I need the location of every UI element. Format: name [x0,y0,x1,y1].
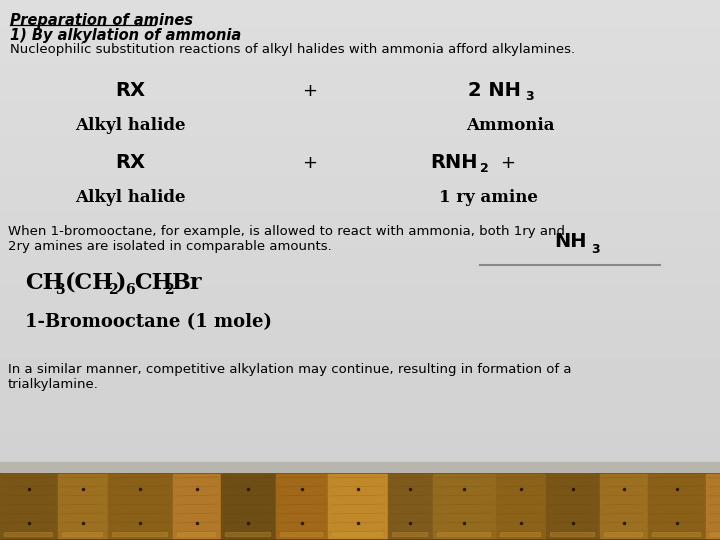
Text: trialkylamine.: trialkylamine. [8,378,99,391]
Bar [546,474,599,538]
Text: 2: 2 [108,283,117,297]
Bar [392,532,427,536]
Text: +: + [302,154,318,172]
Text: Alkyl halide: Alkyl halide [75,189,185,206]
Bar [496,474,545,538]
Text: Preparation of amines: Preparation of amines [10,13,193,28]
Text: 1 ry amine: 1 ry amine [438,189,537,206]
Text: 1-Bromooctane (1 mole): 1-Bromooctane (1 mole) [25,313,272,331]
Text: Br: Br [172,272,202,294]
Bar [280,532,322,536]
Text: 2: 2 [480,161,489,174]
Bar [600,474,647,538]
Bar [648,474,705,538]
Bar [112,532,167,536]
Text: NH: NH [554,232,586,251]
Bar [652,532,700,536]
Bar [4,532,52,536]
Bar [0,472,720,540]
Text: Ammonia: Ammonia [466,117,554,134]
Bar [173,474,220,538]
Text: RX: RX [115,153,145,172]
Text: 2 NH: 2 NH [468,82,521,100]
Text: In a similar manner, competitive alkylation may continue, resulting in formation: In a similar manner, competitive alkylat… [8,363,572,376]
Bar [108,474,172,538]
Text: ): ) [116,272,127,294]
Bar [500,532,540,536]
Text: 3: 3 [591,243,600,256]
Bar [706,474,720,538]
Text: (CH: (CH [65,272,114,294]
Bar [221,474,275,538]
Text: 2ry amines are isolated in comparable amounts.: 2ry amines are isolated in comparable am… [8,240,332,253]
Bar [276,474,327,538]
Text: CH: CH [25,272,63,294]
Text: CH: CH [134,272,173,294]
Text: +: + [500,154,515,172]
Bar [225,532,270,536]
Text: RNH: RNH [430,153,477,172]
Bar [604,532,642,536]
Text: +: + [302,82,318,100]
Bar [437,532,490,536]
Text: When 1-bromooctane, for example, is allowed to react with ammonia, both 1ry and: When 1-bromooctane, for example, is allo… [8,225,565,238]
Text: 6: 6 [125,283,135,297]
Text: 3: 3 [55,283,65,297]
Bar [328,474,387,538]
Bar [58,474,107,538]
Bar [177,532,215,536]
Bar [0,462,720,472]
Bar [550,532,594,536]
Bar [710,532,720,536]
Bar [62,532,102,536]
Bar [433,474,495,538]
Bar [388,474,432,538]
Bar [0,474,57,538]
Text: 2: 2 [164,283,174,297]
Text: Nucleophilic substitution reactions of alkyl halides with ammonia afford alkylam: Nucleophilic substitution reactions of a… [10,43,575,56]
Text: 1) By alkylation of ammonia: 1) By alkylation of ammonia [10,28,241,43]
Bar [332,532,382,536]
Text: 3: 3 [525,90,534,103]
Text: Alkyl halide: Alkyl halide [75,117,185,134]
Text: RX: RX [115,82,145,100]
